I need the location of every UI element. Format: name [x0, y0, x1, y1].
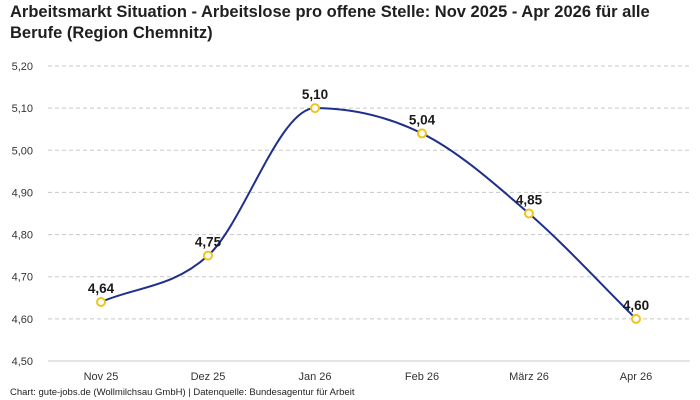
y-axis-ticks: 4,50 4,60 4,70 4,80 4,90 5,00 5,10 5,20: [12, 61, 33, 368]
series-line: [100, 107, 637, 320]
y-tick-label: 4,60: [12, 314, 33, 326]
y-tick-label: 5,20: [12, 61, 33, 73]
x-tick-label: Feb 26: [405, 371, 439, 383]
data-labels: 4,64 4,75 5,10 5,04 4,85 4,60: [88, 87, 649, 313]
data-point: [96, 297, 106, 307]
y-tick-label: 5,10: [12, 103, 33, 115]
data-point: [417, 128, 427, 139]
x-tick-label: Nov 25: [84, 371, 119, 383]
data-point: [203, 250, 213, 261]
data-label: 4,85: [516, 193, 543, 208]
data-label: 4,60: [623, 298, 649, 313]
y-tick-label: 5,00: [12, 145, 33, 157]
y-tick-label: 4,90: [12, 187, 33, 199]
data-label: 4,75: [195, 235, 222, 250]
data-label: 5,04: [409, 112, 436, 127]
x-tick-label: Jan 26: [298, 371, 331, 383]
y-tick-label: 4,50: [12, 356, 33, 368]
chart-title: Arbeitsmarkt Situation - Arbeitslose pro…: [10, 3, 650, 42]
data-label: 4,64: [88, 281, 115, 296]
x-axis-ticks: Nov 25 Dez 25 Jan 26 Feb 26 März 26 Apr 26: [84, 371, 653, 383]
x-tick-label: Dez 25: [191, 371, 226, 383]
gridlines: [48, 65, 690, 362]
x-tick-label: Apr 26: [620, 371, 652, 383]
y-tick-label: 4,80: [12, 230, 33, 242]
data-label: 5,10: [302, 87, 328, 102]
data-point: [524, 208, 534, 219]
data-point: [631, 313, 641, 324]
y-tick-label: 4,70: [12, 272, 33, 284]
data-point: [310, 103, 320, 114]
x-tick-label: März 26: [509, 371, 549, 383]
data-points: [96, 103, 641, 324]
chart-source-note: Chart: gute-jobs.de (Wollmilchsau GmbH) …: [10, 387, 355, 398]
